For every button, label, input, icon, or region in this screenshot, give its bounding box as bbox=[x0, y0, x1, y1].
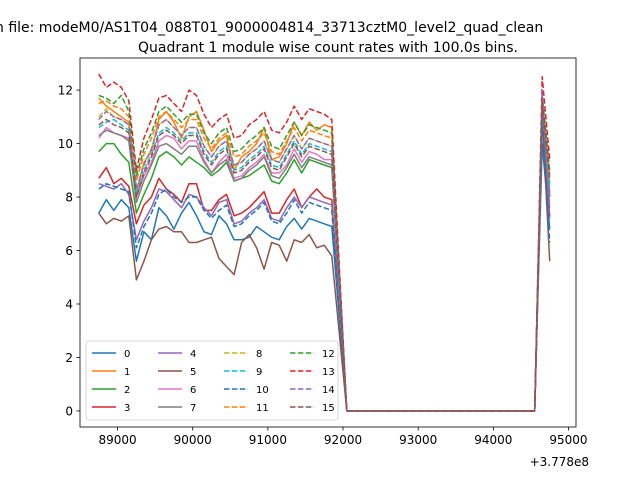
x-tick-label: 92000 bbox=[324, 433, 362, 447]
x-tick-label: 90000 bbox=[174, 433, 212, 447]
series-group bbox=[98, 73, 551, 412]
y-tick-label: 6 bbox=[65, 244, 73, 258]
legend-label-6: 6 bbox=[190, 385, 196, 396]
legend-label-15: 15 bbox=[322, 403, 335, 414]
y-tick-label: 8 bbox=[65, 191, 73, 205]
y-tick-label: 10 bbox=[58, 137, 73, 151]
x-tick-label: 95000 bbox=[549, 433, 587, 447]
y-tick-label: 4 bbox=[65, 298, 73, 312]
legend-label-10: 10 bbox=[256, 385, 269, 396]
figure-suptitle: n file: modeM0/AS1T04_088T01_9000004814_… bbox=[0, 20, 543, 36]
legend-label-9: 9 bbox=[256, 367, 262, 378]
x-tick-label: 93000 bbox=[399, 433, 437, 447]
series-line-10 bbox=[98, 113, 551, 412]
series-line-15 bbox=[98, 100, 551, 412]
x-tick-label: 91000 bbox=[249, 433, 287, 447]
legend-label-0: 0 bbox=[124, 349, 130, 360]
x-tick-label: 94000 bbox=[474, 433, 512, 447]
legend-label-5: 5 bbox=[190, 367, 196, 378]
plot-area: 89000 90000 91000 92000 93000 94000 95000 0 2 4 6 8… bbox=[58, 57, 588, 447]
chart-title: Quadrant 1 module wise count rates with … bbox=[138, 40, 518, 56]
legend-label-2: 2 bbox=[124, 385, 130, 396]
legend-label-3: 3 bbox=[124, 403, 130, 414]
x-tick-label: 89000 bbox=[98, 433, 136, 447]
legend-label-7: 7 bbox=[190, 403, 196, 414]
y-tick-label: 2 bbox=[65, 351, 73, 365]
legend-label-4: 4 bbox=[190, 349, 196, 360]
y-tick-label: 12 bbox=[58, 84, 73, 98]
legend-label-13: 13 bbox=[322, 367, 335, 378]
legend-label-8: 8 bbox=[256, 349, 262, 360]
legend-label-14: 14 bbox=[322, 385, 335, 396]
series-line-14 bbox=[98, 89, 551, 412]
legend-label-11: 11 bbox=[256, 403, 269, 414]
y-tick-label: 0 bbox=[65, 404, 73, 418]
legend-frame bbox=[85, 340, 339, 421]
axes-frame bbox=[79, 57, 577, 428]
legend-label-1: 1 bbox=[124, 367, 130, 378]
legend-label-12: 12 bbox=[322, 349, 335, 360]
x-axis-offset-label: +3.778e8 bbox=[530, 455, 589, 469]
